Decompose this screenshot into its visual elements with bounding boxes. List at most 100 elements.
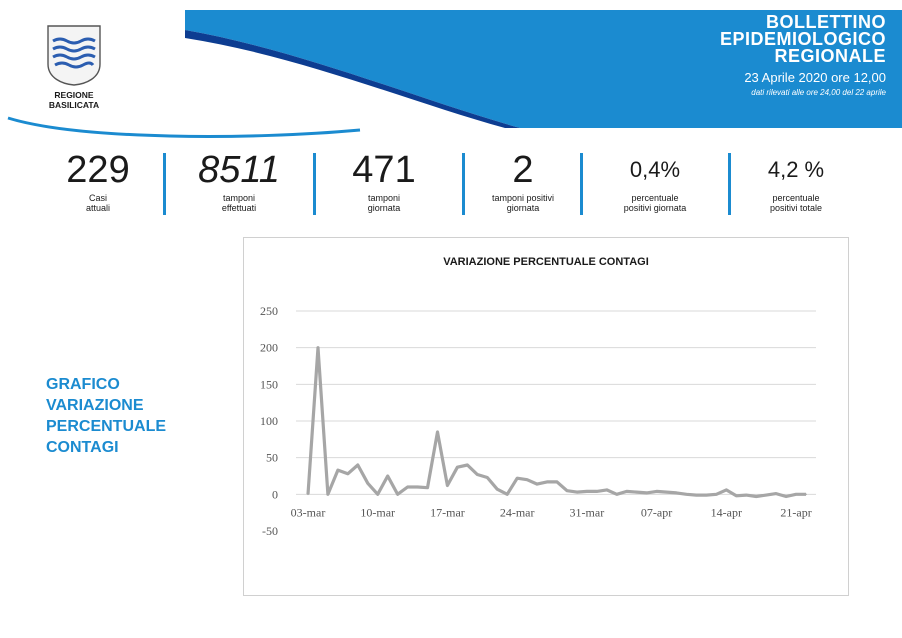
data-point bbox=[596, 490, 598, 493]
data-point bbox=[615, 493, 618, 496]
data-point bbox=[695, 494, 698, 496]
y-tick-label: 100 bbox=[260, 414, 278, 428]
stat-percentuale-totale: 4,2 % percentuale positivi totale bbox=[742, 150, 850, 213]
stat-value: 229 bbox=[66, 149, 130, 191]
x-tick-label: 10-mar bbox=[360, 505, 395, 519]
stat-percentuale-giornata: 0,4% percentuale positivi giornata bbox=[596, 150, 714, 213]
divider bbox=[462, 153, 465, 215]
stat-label: Casi bbox=[88, 193, 107, 203]
data-point bbox=[486, 476, 489, 479]
chart-title: VARIAZIONE PERCENTUALE CONTAGI bbox=[443, 256, 649, 268]
bulletin-date: 23 Aprile 2020 ore 12,00 bbox=[744, 70, 886, 85]
divider bbox=[163, 153, 166, 215]
data-point bbox=[715, 493, 718, 496]
data-point bbox=[396, 493, 399, 496]
data-point bbox=[376, 493, 379, 496]
data-point bbox=[536, 483, 538, 485]
y-tick-label: 250 bbox=[260, 304, 278, 318]
data-point bbox=[606, 489, 608, 491]
stat-casi-attuali: 229 Casi attuali bbox=[48, 150, 148, 213]
series-line bbox=[306, 346, 806, 499]
data-point bbox=[416, 486, 419, 488]
stat-value: 4,2 % bbox=[767, 157, 825, 182]
header-blue-banner bbox=[185, 10, 902, 128]
data-point bbox=[327, 493, 329, 496]
side-title-line3: PERCENTUALE bbox=[46, 418, 167, 435]
data-point bbox=[775, 492, 777, 495]
data-point bbox=[625, 490, 628, 493]
header-curve bbox=[7, 116, 361, 138]
header-dark-stripe bbox=[185, 30, 520, 128]
bulletin-title: BOLLETTINO EPIDEMIOLOGICO REGIONALE bbox=[720, 12, 886, 66]
chart-plot: -50 0 50 100 150 200 250 03-mar 10-mar 17-mar 24-m… bbox=[260, 304, 816, 538]
side-title: GRAFICO VARIAZIONE PERCENTUALE CONTAGI bbox=[46, 374, 166, 458]
data-point bbox=[805, 493, 807, 496]
data-point bbox=[566, 489, 568, 492]
stat-label: percentuale bbox=[631, 193, 679, 203]
stat-value: 0,4% bbox=[629, 157, 681, 182]
data-point bbox=[665, 491, 668, 493]
logo-text-line1: REGIONE bbox=[54, 90, 94, 100]
stat-label: effettuati bbox=[221, 203, 257, 213]
data-point bbox=[406, 486, 409, 488]
stat-value: 471 bbox=[352, 149, 416, 191]
stat-label: positivi giornata bbox=[623, 203, 687, 213]
y-tick-label: -50 bbox=[262, 524, 278, 538]
stat-label: giornata bbox=[506, 203, 540, 213]
stat-tamponi-effettuati: 8511 tamponi effettuati bbox=[180, 150, 298, 213]
data-point bbox=[526, 478, 528, 481]
data-point bbox=[516, 477, 518, 479]
header-band bbox=[7, 10, 902, 138]
data-point bbox=[456, 466, 459, 468]
stat-tamponi-positivi: 2 tamponi positivi giornata bbox=[472, 150, 574, 213]
data-point bbox=[426, 486, 429, 489]
data-point bbox=[576, 491, 578, 493]
data-point bbox=[556, 481, 558, 483]
x-tick-label: 14-apr bbox=[711, 505, 742, 519]
side-title-line4: CONTAGI bbox=[46, 439, 119, 456]
data-point bbox=[675, 492, 678, 494]
data-point bbox=[506, 493, 509, 496]
stat-label: percentuale bbox=[772, 193, 820, 203]
stat-value: 8511 bbox=[198, 149, 280, 191]
x-tick-label: 21-apr bbox=[780, 505, 811, 519]
y-tick-label: 0 bbox=[272, 487, 278, 501]
y-tick-label: 150 bbox=[260, 377, 278, 391]
x-tick-label: 31-mar bbox=[570, 505, 605, 519]
stat-label: giornata bbox=[367, 203, 401, 213]
data-point bbox=[705, 494, 708, 496]
data-point bbox=[446, 484, 449, 487]
data-point bbox=[755, 495, 757, 498]
x-tick-label: 24-mar bbox=[500, 505, 535, 519]
side-title-line1: GRAFICO bbox=[46, 376, 120, 393]
logo-text-line2: BASILICATA bbox=[48, 100, 100, 110]
data-point bbox=[337, 469, 339, 471]
chart-container: VARIAZIONE PERCENTUALE CONTAGI -50 0 50 100… bbox=[243, 237, 849, 596]
bulletin-note: dati rilevati alle ore 24,00 del 22 apri… bbox=[751, 88, 886, 97]
data-point bbox=[735, 495, 738, 497]
divider bbox=[313, 153, 316, 215]
stat-tamponi-giornata: 471 tamponi giornata bbox=[330, 150, 438, 213]
data-point bbox=[586, 490, 588, 493]
divider bbox=[580, 153, 583, 215]
y-tick-label: 50 bbox=[266, 451, 278, 465]
side-title-line2: VARIAZIONE bbox=[46, 397, 144, 414]
region-crest-icon bbox=[47, 25, 101, 86]
divider bbox=[728, 153, 731, 215]
data-point bbox=[546, 481, 548, 483]
stat-label: tamponi positivi bbox=[491, 193, 555, 203]
data-point bbox=[386, 475, 389, 477]
data-point bbox=[466, 464, 469, 466]
data-point bbox=[765, 494, 767, 496]
data-point bbox=[317, 346, 319, 349]
x-tick-label: 03-mar bbox=[291, 505, 326, 519]
bulletin-title-line1: BOLLETTINO bbox=[766, 12, 886, 32]
stat-label: attuali bbox=[85, 203, 111, 213]
data-point bbox=[496, 488, 499, 490]
stat-label: positivi totale bbox=[769, 203, 823, 213]
data-point bbox=[635, 491, 638, 493]
data-point bbox=[476, 473, 479, 476]
bulletin-title-line3: REGIONALE bbox=[774, 46, 886, 66]
data-point bbox=[347, 473, 349, 475]
data-point bbox=[745, 494, 748, 496]
